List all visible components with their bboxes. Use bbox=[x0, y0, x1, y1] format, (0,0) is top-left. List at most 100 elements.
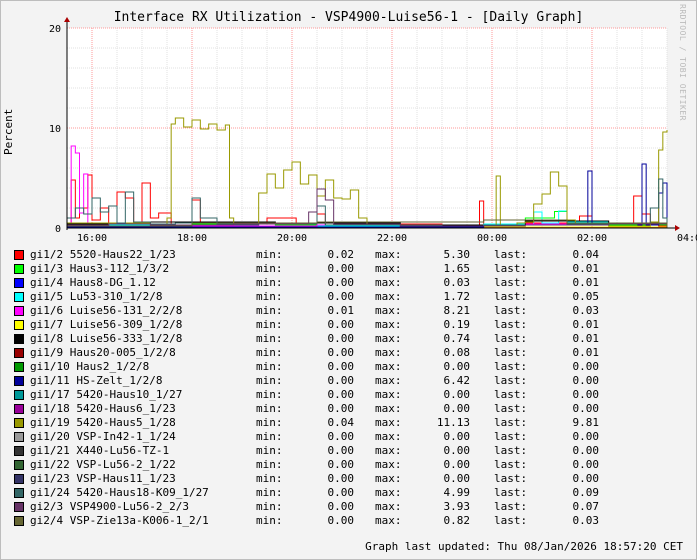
legend-last-label: last: bbox=[494, 346, 528, 359]
legend-max-value: 0.00 bbox=[443, 388, 471, 401]
legend-max-value: 0.03 bbox=[443, 276, 471, 289]
legend-series-name: gi2/4 VSP-Zie13a-K006-1_2/1 bbox=[30, 514, 209, 527]
legend-min-value: 0.00 bbox=[327, 374, 355, 387]
legend-max-label: max: bbox=[375, 332, 402, 345]
legend-max-value: 1.72 bbox=[443, 290, 471, 303]
legend-last-label: last: bbox=[494, 248, 528, 261]
legend-min-label: min: bbox=[256, 402, 283, 415]
legend-max-value: 0.82 bbox=[443, 514, 471, 527]
legend-min-label: min: bbox=[256, 248, 283, 261]
legend-max-value: 0.19 bbox=[443, 318, 471, 331]
legend-series-name: gi1/9 Haus20-005_1/2/8 bbox=[30, 346, 176, 359]
legend-max-label: max: bbox=[375, 290, 402, 303]
legend-last-label: last: bbox=[494, 360, 528, 373]
legend-swatch bbox=[14, 502, 24, 512]
legend-swatch bbox=[14, 264, 24, 274]
legend-series-name: gi1/6 Luise56-131_2/2/8 bbox=[30, 304, 183, 317]
legend-last-value: 0.00 bbox=[572, 444, 600, 457]
legend-max-label: max: bbox=[375, 430, 402, 443]
legend-max-value: 0.00 bbox=[443, 360, 471, 373]
legend-swatch bbox=[14, 418, 24, 428]
legend-last-label: last: bbox=[494, 514, 528, 527]
legend-max-label: max: bbox=[375, 402, 402, 415]
legend-last-value: 0.00 bbox=[572, 360, 600, 373]
y-tick-label: 10 bbox=[49, 124, 61, 135]
legend-last-label: last: bbox=[494, 402, 528, 415]
legend-series-name: gi1/18 5420-Haus6_1/23 bbox=[30, 402, 176, 415]
legend-min-value: 0.00 bbox=[327, 500, 355, 513]
legend-min-label: min: bbox=[256, 416, 283, 429]
legend-min-label: min: bbox=[256, 332, 283, 345]
legend-min-value: 0.00 bbox=[327, 276, 355, 289]
series-line-18 bbox=[67, 188, 668, 228]
legend-last-label: last: bbox=[494, 486, 528, 499]
legend-max-label: max: bbox=[375, 248, 402, 261]
legend-last-value: 0.01 bbox=[572, 276, 600, 289]
legend-min-value: 0.00 bbox=[327, 444, 355, 457]
legend-max-value: 0.00 bbox=[443, 402, 471, 415]
legend-min-label: min: bbox=[256, 276, 283, 289]
legend-min-label: min: bbox=[256, 262, 283, 275]
legend-last-value: 0.09 bbox=[572, 486, 600, 499]
legend-last-label: last: bbox=[494, 388, 528, 401]
legend-last-label: last: bbox=[494, 304, 528, 317]
legend-max-label: max: bbox=[375, 500, 402, 513]
legend-min-value: 0.00 bbox=[327, 458, 355, 471]
legend-last-value: 0.00 bbox=[572, 374, 600, 387]
legend-min-label: min: bbox=[256, 472, 283, 485]
legend-series-name: gi1/5 Lu53-310_1/2/8 bbox=[30, 290, 163, 303]
legend-swatch bbox=[14, 376, 24, 386]
legend-max-label: max: bbox=[375, 276, 402, 289]
legend-swatch bbox=[14, 390, 24, 400]
x-tick-label: 02:00 bbox=[577, 233, 607, 244]
legend-last-value: 0.03 bbox=[572, 514, 600, 527]
x-tick-label: 22:00 bbox=[377, 233, 407, 244]
last-updated-text: Graph last updated: Thu 08/Jan/2026 18:5… bbox=[365, 540, 683, 553]
legend-last-value: 0.04 bbox=[572, 248, 600, 261]
legend-max-value: 0.00 bbox=[443, 472, 471, 485]
legend-max-value: 0.00 bbox=[443, 430, 471, 443]
legend-series-name: gi1/2 5520-Haus22_1/23 bbox=[30, 248, 176, 261]
legend-series-name: gi2/3 VSP4900-Lu56-2_2/3 bbox=[30, 500, 189, 513]
legend-last-label: last: bbox=[494, 458, 528, 471]
legend-max-label: max: bbox=[375, 304, 402, 317]
legend-min-value: 0.00 bbox=[327, 346, 355, 359]
legend-swatch bbox=[14, 404, 24, 414]
legend-series-name: gi1/7 Luise56-309_1/2/8 bbox=[30, 318, 183, 331]
legend-min-label: min: bbox=[256, 388, 283, 401]
legend-min-label: min: bbox=[256, 304, 283, 317]
legend-series-name: gi1/10 Haus2_1/2/8 bbox=[30, 360, 150, 373]
legend-min-value: 0.00 bbox=[327, 360, 355, 373]
legend-swatch bbox=[14, 516, 24, 526]
legend-last-value: 0.00 bbox=[572, 402, 600, 415]
legend-last-label: last: bbox=[494, 290, 528, 303]
legend-swatch bbox=[14, 278, 24, 288]
legend-series-name: gi1/8 Luise56-333_1/2/8 bbox=[30, 332, 183, 345]
legend-last-label: last: bbox=[494, 374, 528, 387]
legend-max-label: max: bbox=[375, 416, 402, 429]
legend-swatch bbox=[14, 250, 24, 260]
legend-min-label: min: bbox=[256, 514, 283, 527]
y-axis-arrow bbox=[64, 17, 70, 22]
legend-min-value: 0.00 bbox=[327, 514, 355, 527]
legend-series-name: gi1/19 5420-Haus5_1/28 bbox=[30, 416, 176, 429]
legend-last-label: last: bbox=[494, 472, 528, 485]
legend-last-value: 0.00 bbox=[572, 472, 600, 485]
legend-last-value: 0.00 bbox=[572, 458, 600, 471]
legend-min-label: min: bbox=[256, 360, 283, 373]
legend-last-label: last: bbox=[494, 416, 528, 429]
legend-last-value: 0.07 bbox=[572, 500, 600, 513]
x-tick-label: 18:00 bbox=[177, 233, 207, 244]
legend-max-label: max: bbox=[375, 262, 402, 275]
legend-swatch bbox=[14, 460, 24, 470]
legend-last-value: 9.81 bbox=[572, 416, 600, 429]
legend-max-value: 0.74 bbox=[443, 332, 471, 345]
legend-min-label: min: bbox=[256, 486, 283, 499]
legend-swatch bbox=[14, 320, 24, 330]
legend-max-label: max: bbox=[375, 388, 402, 401]
legend-min-value: 0.00 bbox=[327, 318, 355, 331]
legend-max-label: max: bbox=[375, 360, 402, 373]
legend-min-label: min: bbox=[256, 318, 283, 331]
legend-series-name: gi1/24 5420-Haus18-K09_1/27 bbox=[30, 486, 209, 499]
legend-last-value: 0.01 bbox=[572, 262, 600, 275]
